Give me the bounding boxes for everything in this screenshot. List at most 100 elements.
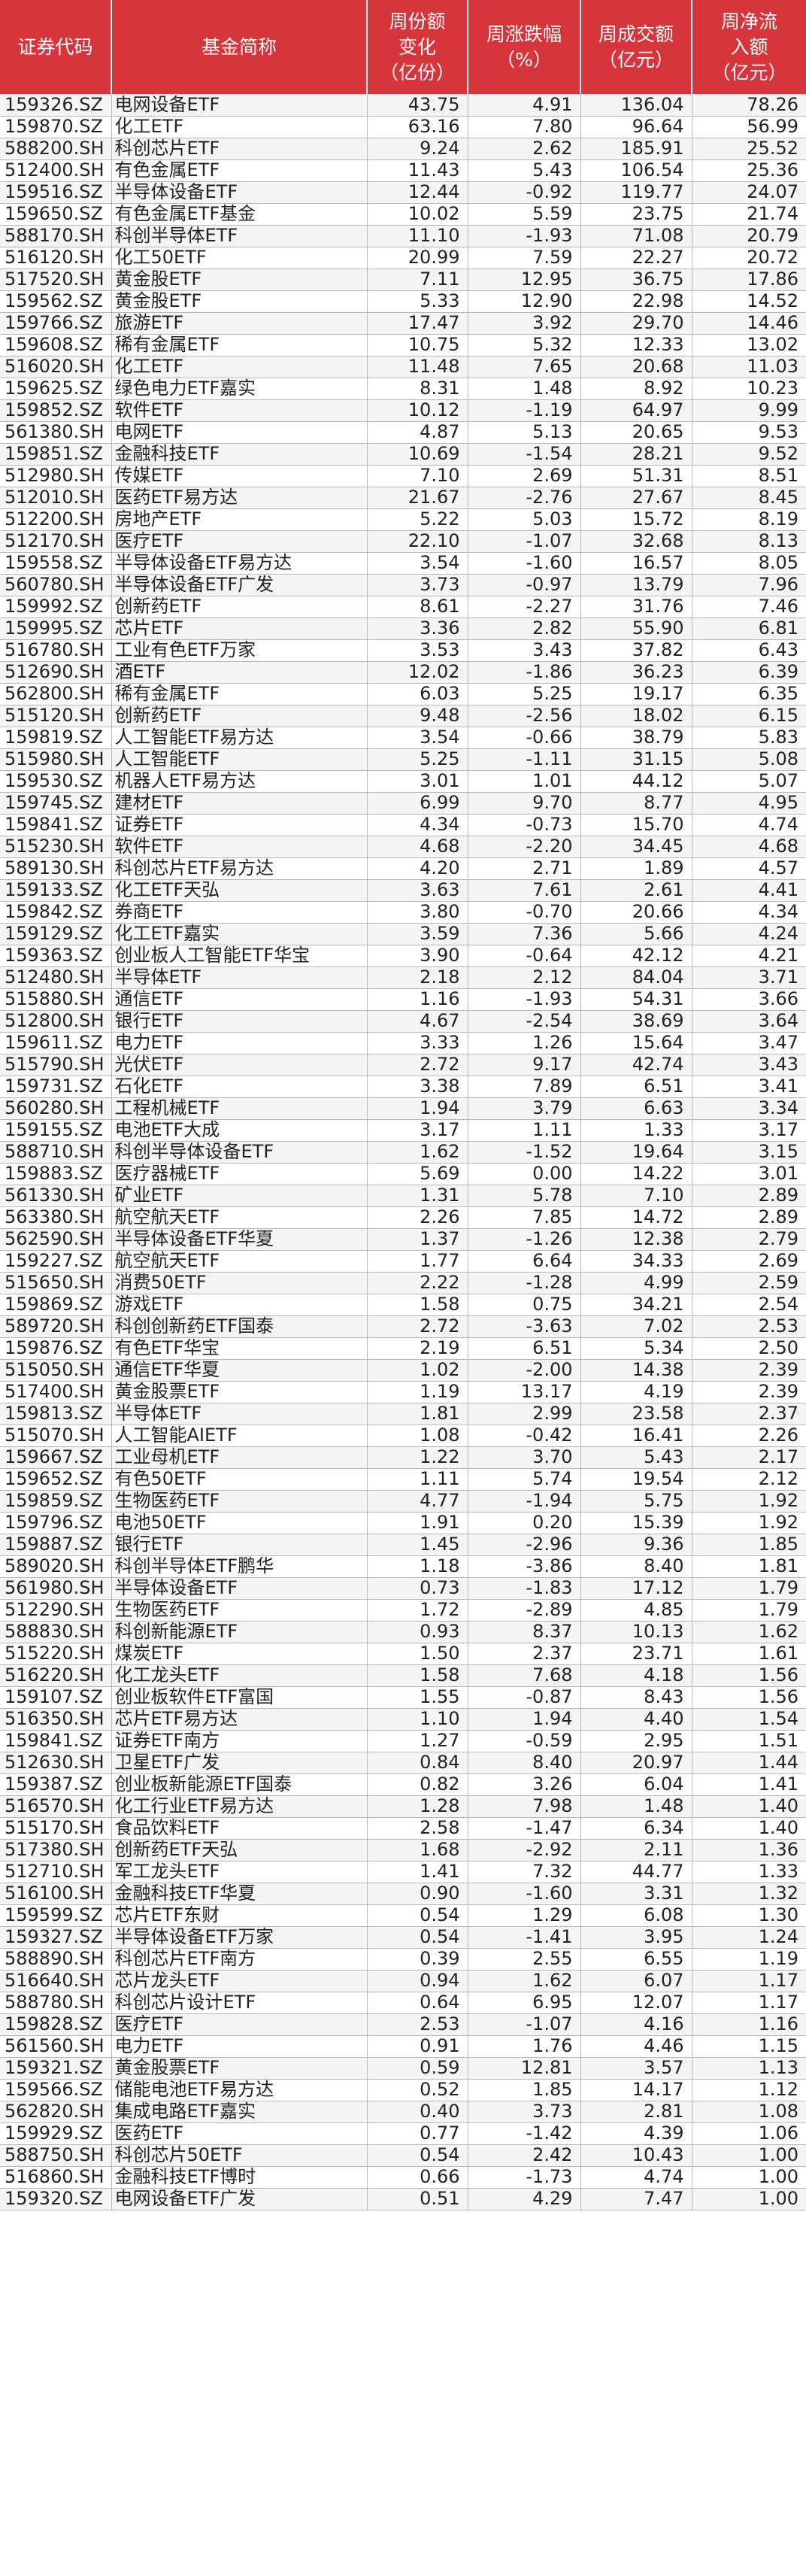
security-code-cell: 512290.SH: [0, 1599, 112, 1622]
table-row: 515880.SH 通信ETF 1.16 -1.93 54.31 3.66: [0, 988, 806, 1011]
share-change-cell: 0.40: [367, 2101, 468, 2123]
share-change-cell: 4.87: [367, 421, 468, 444]
fund-name-cell: 储能电池ETF易方达: [111, 2079, 368, 2101]
net-inflow-cell: 3.15: [692, 1141, 806, 1164]
net-inflow-cell: 1.32: [692, 1883, 806, 1905]
turnover-cell: 15.70: [580, 814, 692, 836]
security-code-cell: 159326.SZ: [0, 94, 112, 117]
security-code-cell: 159731.SZ: [0, 1076, 112, 1098]
table-row: 159745.SZ 建材ETF 6.99 9.70 8.77 4.95: [0, 792, 806, 815]
share-change-cell: 0.52: [367, 2079, 468, 2101]
share-change-cell: 0.66: [367, 2166, 468, 2189]
fund-name-cell: 创业板软件ETF富国: [111, 1686, 368, 1709]
security-code-cell: 159842.SZ: [0, 901, 112, 924]
change-pct-cell: 7.36: [468, 923, 581, 945]
fund-name-cell: 化工龙头ETF: [111, 1664, 368, 1687]
net-inflow-cell: 1.92: [692, 1512, 806, 1534]
change-pct-cell: -0.66: [468, 727, 581, 749]
fund-name-cell: 化工ETF: [111, 116, 368, 138]
table-row: 159995.SZ 芯片ETF 3.36 2.82 55.90 6.81: [0, 617, 806, 640]
share-change-cell: 1.27: [367, 1730, 468, 1752]
security-code-cell: 562800.SH: [0, 683, 112, 705]
net-inflow-cell: 1.00: [692, 2166, 806, 2189]
security-code-cell: 159558.SZ: [0, 552, 112, 575]
share-change-cell: 11.10: [367, 225, 468, 247]
turnover-cell: 16.41: [580, 1425, 692, 1447]
turnover-cell: 42.74: [580, 1054, 692, 1076]
change-pct-cell: 1.62: [468, 1970, 581, 1992]
net-inflow-cell: 4.34: [692, 901, 806, 924]
share-change-cell: 0.82: [367, 1773, 468, 1796]
turnover-cell: 6.34: [580, 1817, 692, 1840]
turnover-cell: 10.13: [580, 1621, 692, 1643]
security-code-cell: 562590.SH: [0, 1228, 112, 1251]
fund-name-cell: 军工龙头ETF: [111, 1861, 368, 1883]
turnover-cell: 27.67: [580, 487, 692, 509]
change-pct-cell: -0.87: [468, 1686, 581, 1709]
turnover-cell: 34.33: [580, 1250, 692, 1273]
fund-name-cell: 半导体设备ETF广发: [111, 574, 368, 596]
security-code-cell: 159859.SZ: [0, 1490, 112, 1513]
fund-name-cell: 科创创新药ETF国泰: [111, 1315, 368, 1338]
change-pct-cell: -1.07: [468, 530, 581, 553]
change-pct-cell: 7.65: [468, 356, 581, 378]
security-code-cell: 159321.SZ: [0, 2057, 112, 2080]
share-change-cell: 1.58: [367, 1294, 468, 1316]
fund-name-cell: 房地产ETF: [111, 508, 368, 531]
turnover-cell: 106.54: [580, 159, 692, 182]
table-body: 159326.SZ 电网设备ETF 43.75 4.91 136.04 78.26 1598…: [0, 94, 806, 2210]
share-change-cell: 17.47: [367, 312, 468, 335]
turnover-cell: 14.72: [580, 1206, 692, 1229]
turnover-cell: 36.75: [580, 269, 692, 291]
security-code-cell: 515230.SH: [0, 836, 112, 858]
table-row: 512200.SH 房地产ETF 5.22 5.03 15.72 8.19: [0, 508, 806, 531]
turnover-cell: 23.58: [580, 1403, 692, 1425]
net-inflow-cell: 7.96: [692, 574, 806, 596]
net-inflow-cell: 3.41: [692, 1076, 806, 1098]
turnover-cell: 16.57: [580, 552, 692, 575]
net-inflow-cell: 4.21: [692, 945, 806, 967]
security-code-cell: 159625.SZ: [0, 378, 112, 400]
share-change-cell: 1.18: [367, 1555, 468, 1578]
share-change-cell: 1.50: [367, 1643, 468, 1665]
turnover-cell: 3.31: [580, 1883, 692, 1905]
share-change-cell: 1.02: [367, 1359, 468, 1382]
net-inflow-cell: 1.44: [692, 1752, 806, 1774]
turnover-cell: 19.64: [580, 1141, 692, 1164]
share-change-cell: 1.31: [367, 1185, 468, 1207]
change-pct-cell: 6.64: [468, 1250, 581, 1273]
share-change-cell: 1.81: [367, 1403, 468, 1425]
table-row: 589020.SH 科创半导体ETF鹏华 1.18 -3.86 8.40 1.81: [0, 1555, 806, 1578]
share-change-cell: 3.36: [367, 617, 468, 640]
net-inflow-cell: 2.12: [692, 1468, 806, 1491]
change-pct-cell: 3.26: [468, 1773, 581, 1796]
security-code-cell: 159650.SZ: [0, 203, 112, 226]
fund-name-cell: 科创芯片ETF易方达: [111, 857, 368, 880]
fund-name-cell: 消费50ETF: [111, 1272, 368, 1294]
table-row: 159876.SZ 有色ETF华宝 2.19 6.51 5.34 2.50: [0, 1337, 806, 1360]
table-row: 512480.SH 半导体ETF 2.18 2.12 84.04 3.71: [0, 966, 806, 989]
net-inflow-cell: 6.39: [692, 661, 806, 684]
security-code-cell: 159851.SZ: [0, 443, 112, 466]
table-row: 159652.SZ 有色50ETF 1.11 5.74 19.54 2.12: [0, 1468, 806, 1491]
net-inflow-cell: 1.62: [692, 1621, 806, 1643]
security-code-cell: 515790.SH: [0, 1054, 112, 1076]
fund-name-cell: 科创新能源ETF: [111, 1621, 368, 1643]
change-pct-cell: -1.28: [468, 1272, 581, 1294]
fund-name-cell: 半导体设备ETF易方达: [111, 552, 368, 575]
change-pct-cell: 5.03: [468, 508, 581, 531]
change-pct-cell: 3.92: [468, 312, 581, 335]
share-change-cell: 1.08: [367, 1425, 468, 1447]
net-inflow-cell: 3.64: [692, 1010, 806, 1033]
security-code-cell: 159599.SZ: [0, 1904, 112, 1927]
turnover-cell: 7.47: [580, 2188, 692, 2210]
change-pct-cell: -1.94: [468, 1490, 581, 1513]
security-code-cell: 588830.SH: [0, 1621, 112, 1643]
table-row: 159813.SZ 半导体ETF 1.81 2.99 23.58 2.37: [0, 1403, 806, 1425]
net-inflow-cell: 1.17: [692, 1992, 806, 2014]
net-inflow-cell: 1.51: [692, 1730, 806, 1752]
table-row: 516020.SH 化工ETF 11.48 7.65 20.68 11.03: [0, 356, 806, 378]
share-change-cell: 1.16: [367, 988, 468, 1011]
fund-name-cell: 化工50ETF: [111, 247, 368, 269]
table-row: 561560.SH 电力ETF 0.91 1.76 4.46 1.15: [0, 2035, 806, 2058]
